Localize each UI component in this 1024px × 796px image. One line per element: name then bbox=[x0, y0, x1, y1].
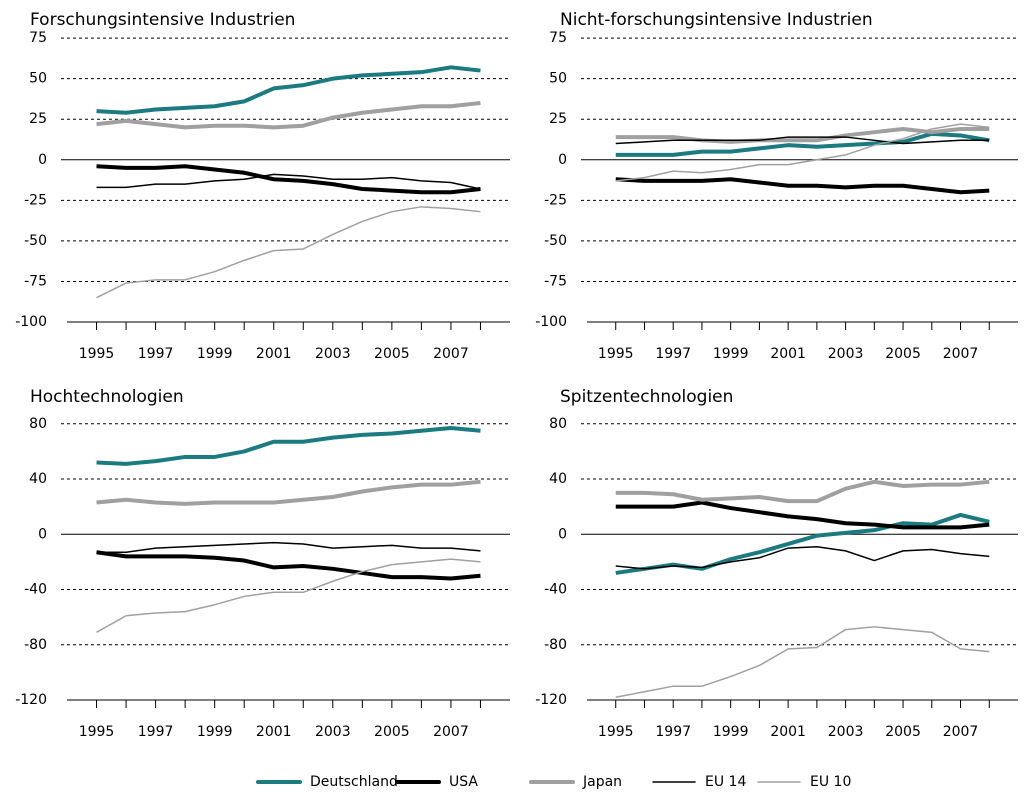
y-tick-label: -40 bbox=[24, 582, 47, 598]
y-tick-label: -80 bbox=[544, 637, 567, 653]
series-line bbox=[96, 101, 481, 130]
y-tick-label: -120 bbox=[535, 692, 567, 708]
series-line bbox=[615, 512, 990, 575]
x-tick-label: 1997 bbox=[138, 346, 174, 362]
y-tick-label: 80 bbox=[549, 416, 567, 432]
series-line bbox=[96, 65, 481, 115]
series-line bbox=[615, 136, 990, 145]
series-line bbox=[615, 479, 990, 504]
x-tick-label: 2005 bbox=[374, 346, 410, 362]
x-tick-label: 2001 bbox=[770, 724, 806, 740]
series-line bbox=[96, 164, 481, 195]
y-tick-label: 0 bbox=[38, 526, 47, 542]
x-tick-label: 1995 bbox=[598, 346, 634, 362]
x-tick-label: 2003 bbox=[828, 724, 864, 740]
y-tick-label: 0 bbox=[558, 152, 567, 168]
x-tick-label: 1997 bbox=[655, 346, 691, 362]
chart-title: Nicht-forschungsintensive Industrien bbox=[560, 10, 873, 30]
x-tick-label: 2003 bbox=[315, 724, 351, 740]
y-tick-label: 50 bbox=[549, 71, 567, 87]
legend-label: EU 10 bbox=[810, 774, 851, 790]
x-tick-label: 1999 bbox=[197, 724, 233, 740]
series-line bbox=[615, 123, 990, 182]
x-tick-label: 2007 bbox=[943, 724, 979, 740]
y-tick-label: 40 bbox=[29, 471, 47, 487]
legend-label: Deutschland bbox=[310, 774, 398, 790]
x-tick-label: 2005 bbox=[885, 346, 921, 362]
x-tick-label: 2007 bbox=[433, 346, 469, 362]
y-tick-label: 50 bbox=[29, 71, 47, 87]
x-tick-label: 2005 bbox=[885, 724, 921, 740]
y-tick-label: 80 bbox=[29, 416, 47, 432]
y-tick-label: -40 bbox=[544, 582, 567, 598]
y-tick-label: -50 bbox=[24, 233, 47, 249]
x-tick-label: 1997 bbox=[138, 724, 174, 740]
x-tick-label: 1995 bbox=[79, 724, 115, 740]
x-tick-label: 2007 bbox=[433, 724, 469, 740]
legend-label: USA bbox=[449, 774, 478, 790]
y-tick-label: 0 bbox=[38, 152, 47, 168]
x-tick-label: 1999 bbox=[197, 346, 233, 362]
series-line bbox=[96, 206, 481, 299]
x-tick-label: 2007 bbox=[943, 346, 979, 362]
series-line bbox=[96, 541, 481, 553]
y-tick-label: -75 bbox=[544, 273, 567, 289]
series-line bbox=[96, 558, 481, 633]
x-tick-label: 2003 bbox=[828, 346, 864, 362]
x-tick-label: 1995 bbox=[598, 724, 634, 740]
series-line bbox=[615, 500, 990, 530]
y-tick-label: 75 bbox=[29, 30, 47, 46]
chart-title: Hochtechnologien bbox=[30, 387, 184, 407]
y-tick-label: 40 bbox=[549, 471, 567, 487]
series-line bbox=[615, 626, 990, 698]
series-line bbox=[96, 479, 481, 506]
series-line bbox=[96, 550, 481, 581]
y-tick-label: -50 bbox=[544, 233, 567, 249]
x-tick-label: 2001 bbox=[256, 724, 292, 740]
chart-title: Spitzentechnologien bbox=[560, 387, 733, 407]
series-line bbox=[96, 173, 481, 190]
y-tick-label: -120 bbox=[15, 692, 47, 708]
chart-title: Forschungsintensive Industrien bbox=[30, 10, 295, 30]
x-tick-label: 2001 bbox=[256, 346, 292, 362]
y-tick-label: 0 bbox=[558, 526, 567, 542]
y-tick-label: -25 bbox=[544, 192, 567, 208]
y-tick-label: -100 bbox=[15, 314, 47, 330]
x-tick-label: 1997 bbox=[655, 724, 691, 740]
y-tick-label: 75 bbox=[549, 30, 567, 46]
y-tick-label: 25 bbox=[29, 111, 47, 127]
y-tick-label: 25 bbox=[549, 111, 567, 127]
x-tick-label: 1999 bbox=[713, 724, 749, 740]
series-line bbox=[96, 425, 481, 466]
x-tick-label: 2003 bbox=[315, 346, 351, 362]
series-line bbox=[615, 177, 990, 195]
y-tick-label: -100 bbox=[535, 314, 567, 330]
y-tick-label: -80 bbox=[24, 637, 47, 653]
series-line bbox=[615, 126, 990, 144]
x-tick-label: 1999 bbox=[713, 346, 749, 362]
x-tick-label: 2001 bbox=[770, 346, 806, 362]
legend-label: Japan bbox=[582, 774, 622, 790]
x-tick-label: 2005 bbox=[374, 724, 410, 740]
y-tick-label: -75 bbox=[24, 273, 47, 289]
y-tick-label: -25 bbox=[24, 192, 47, 208]
legend-label: EU 14 bbox=[705, 774, 746, 790]
series-line bbox=[615, 545, 990, 570]
x-tick-label: 1995 bbox=[79, 346, 115, 362]
series-line bbox=[615, 131, 990, 157]
